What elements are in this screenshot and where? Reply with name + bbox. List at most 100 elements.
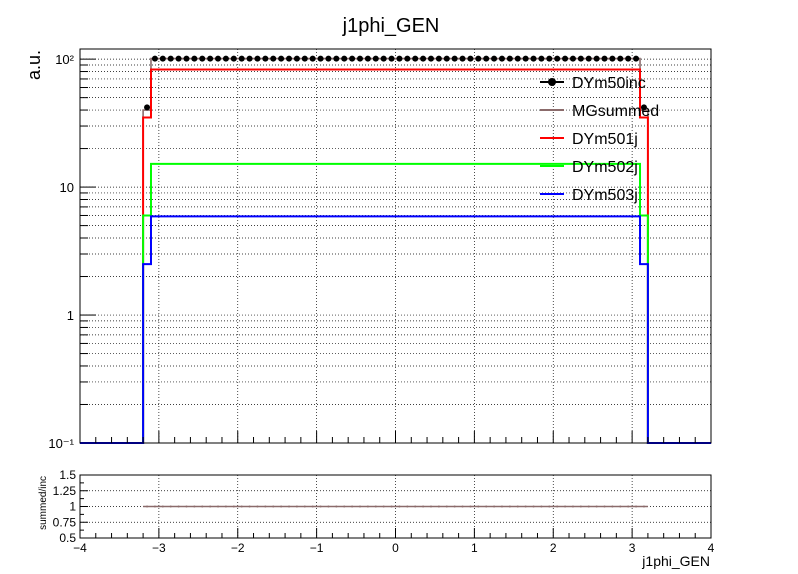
ratio-y-axis-label: summed/inc — [38, 476, 49, 530]
series-point-dym50inc — [317, 55, 324, 62]
ratio-series-point — [524, 505, 527, 508]
legend-label: DYm502j — [572, 159, 638, 176]
series-point-dym50inc — [357, 55, 364, 62]
series-point-dym50inc — [144, 104, 151, 111]
main-y-tick-label: 1 — [67, 308, 74, 323]
ratio-y-tick-label: 1.25 — [53, 484, 77, 498]
legend-label: DYm50inc — [572, 75, 646, 92]
ratio-series-point — [280, 505, 283, 508]
ratio-x-tick-label: −1 — [310, 541, 324, 555]
ratio-series-point — [445, 505, 448, 508]
series-point-dym50inc — [396, 55, 403, 62]
main-plot-marks — [80, 55, 711, 444]
ratio-series-point — [619, 505, 622, 508]
series-point-dym50inc — [246, 55, 253, 62]
series-point-dym50inc — [569, 55, 576, 62]
series-point-dym50inc — [443, 55, 450, 62]
ratio-series-point — [564, 505, 567, 508]
ratio-series-point — [635, 505, 638, 508]
series-point-dym50inc — [270, 55, 277, 62]
ratio-series-point — [390, 505, 393, 508]
series-point-dym50inc — [364, 55, 371, 62]
ratio-y-tick-label: 0.5 — [59, 531, 76, 545]
series-point-dym50inc — [451, 55, 458, 62]
series-point-dym50inc — [191, 55, 198, 62]
series-point-dym50inc — [483, 55, 490, 62]
series-point-dym50inc — [349, 55, 356, 62]
ratio-x-tick-label: 1 — [471, 541, 478, 555]
chart-title: j1phi_GEN — [342, 15, 440, 37]
ratio-series-point — [477, 505, 480, 508]
series-point-dym50inc — [175, 55, 182, 62]
ratio-series-point — [453, 505, 456, 508]
series-point-dym50inc — [435, 55, 442, 62]
series-point-dym50inc — [301, 55, 308, 62]
ratio-series-point — [642, 505, 645, 508]
series-point-dym50inc — [617, 55, 624, 62]
series-point-dym50inc — [514, 55, 521, 62]
series-point-dym50inc — [420, 55, 427, 62]
ratio-series-point — [201, 505, 204, 508]
ratio-series-point — [398, 505, 401, 508]
ratio-series-point — [485, 505, 488, 508]
series-point-dym50inc — [286, 55, 293, 62]
ratio-series-point — [429, 505, 432, 508]
series-line-dym503j — [80, 215, 711, 444]
ratio-series-point — [556, 505, 559, 508]
ratio-series-point — [540, 505, 543, 508]
series-point-dym50inc — [404, 55, 411, 62]
legend: DYm50inc MGsummed DYm501j DYm502j DYm503j — [540, 75, 659, 204]
ratio-x-tick-label: −3 — [152, 541, 166, 555]
ratio-series-point — [611, 505, 614, 508]
series-point-dym50inc — [412, 55, 419, 62]
ratio-series-point — [169, 505, 172, 508]
series-point-dym50inc — [167, 55, 174, 62]
series-point-dym50inc — [577, 55, 584, 62]
ratio-series-point — [414, 505, 417, 508]
ratio-series-point — [240, 505, 243, 508]
ratio-series-point — [327, 505, 330, 508]
ratio-series-point — [224, 505, 227, 508]
ratio-y-tick-label: 1 — [69, 500, 76, 514]
series-point-dym50inc — [427, 55, 434, 62]
legend-label: DYm501j — [572, 131, 638, 148]
series-point-dym50inc — [530, 55, 537, 62]
ratio-y-tick-label: 0.75 — [53, 515, 77, 529]
series-point-dym50inc — [262, 55, 269, 62]
ratio-series-point — [532, 505, 535, 508]
series-point-dym50inc — [522, 55, 529, 62]
series-point-dym50inc — [254, 55, 261, 62]
series-point-dym50inc — [633, 55, 640, 62]
ratio-series-point — [516, 505, 519, 508]
ratio-series-point — [217, 505, 220, 508]
series-point-dym50inc — [372, 55, 379, 62]
ratio-series-point — [603, 505, 606, 508]
series-point-dym50inc — [183, 55, 190, 62]
main-axes: 10⁻¹ 1 10 10² — [48, 52, 712, 451]
ratio-series-point — [311, 505, 314, 508]
ratio-series-point — [493, 505, 496, 508]
ratio-series-point — [595, 505, 598, 508]
ratio-series-point — [193, 505, 196, 508]
series-point-dym50inc — [554, 55, 561, 62]
series-point-dym50inc — [593, 55, 600, 62]
ratio-series-point — [508, 505, 511, 508]
y-axis-label: a.u. — [24, 50, 44, 80]
ratio-series-point — [548, 505, 551, 508]
series-point-dym50inc — [562, 55, 569, 62]
series-point-dym50inc — [467, 55, 474, 62]
series-point-dym50inc — [506, 55, 513, 62]
series-point-dym50inc — [309, 55, 316, 62]
series-point-dym50inc — [159, 55, 166, 62]
ratio-series-point — [177, 505, 180, 508]
series-point-dym50inc — [498, 55, 505, 62]
ratio-series-point — [469, 505, 472, 508]
ratio-series-point — [248, 505, 251, 508]
series-point-dym50inc — [199, 55, 206, 62]
main-y-tick-label: 10 — [60, 180, 74, 195]
ratio-series-point — [627, 505, 630, 508]
series-point-dym50inc — [601, 55, 608, 62]
ratio-series-point — [382, 505, 385, 508]
